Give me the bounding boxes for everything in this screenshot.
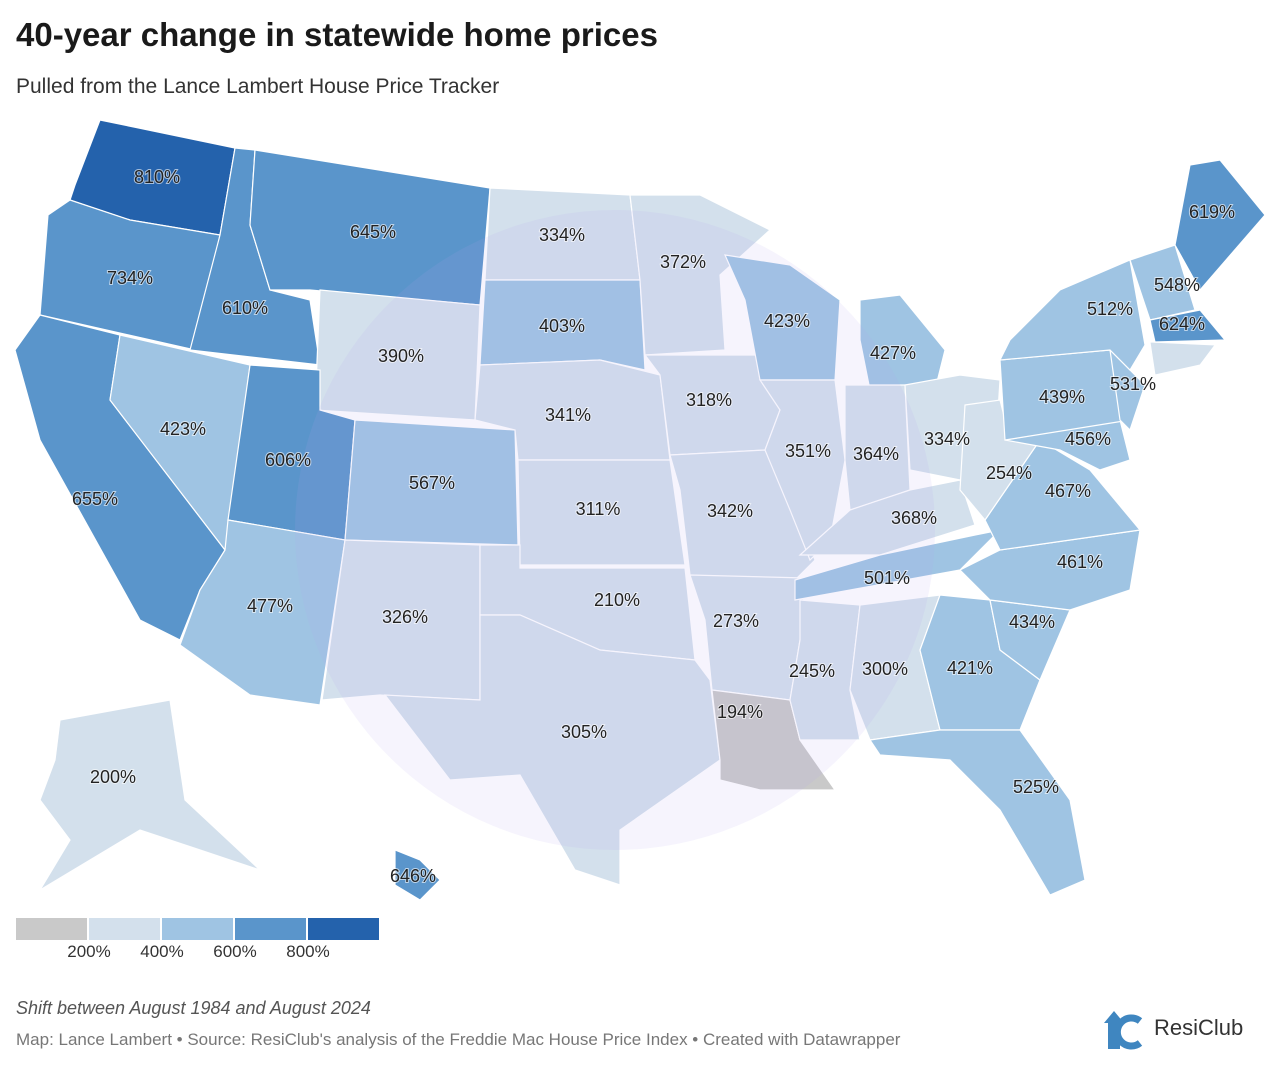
state-label-ky: 368% xyxy=(891,508,937,528)
logo-text: ResiClub xyxy=(1154,1015,1244,1040)
state-nj[interactable] xyxy=(1109,348,1146,432)
legend-swatch-above-800 xyxy=(308,918,379,940)
state-label-or: 734% xyxy=(107,268,153,288)
state-ma[interactable] xyxy=(1149,309,1227,343)
state-label-wv: 254% xyxy=(986,463,1032,483)
state-label-ne: 341% xyxy=(545,405,591,425)
state-label-ak: 200% xyxy=(90,767,136,787)
state-label-ar: 273% xyxy=(713,611,759,631)
state-label-ut: 606% xyxy=(265,450,311,470)
state-label-nm: 326% xyxy=(382,607,428,627)
state-label-tn: 501% xyxy=(864,568,910,588)
legend-swatch-600-800 xyxy=(235,918,306,940)
state-label-az: 477% xyxy=(247,596,293,616)
color-legend xyxy=(16,918,381,940)
state-label-in: 364% xyxy=(853,444,899,464)
state-tx[interactable] xyxy=(383,614,721,886)
state-me[interactable] xyxy=(1174,159,1266,292)
state-mn[interactable] xyxy=(629,194,772,356)
us-choropleth-map: 810% 734% 655% 610% 645% 390% 423% 606% 567% 477%… xyxy=(14,119,1266,901)
state-label-md: 456% xyxy=(1065,429,1111,449)
state-label-al: 300% xyxy=(862,659,908,679)
chart-title: 40-year change in statewide home prices xyxy=(16,16,658,53)
state-label-sc: 434% xyxy=(1009,612,1055,632)
state-label-ca: 655% xyxy=(72,489,118,509)
state-ct-ri xyxy=(1149,341,1216,376)
state-label-ok: 210% xyxy=(594,590,640,610)
state-label-mi: 427% xyxy=(870,343,916,363)
state-label-ga: 421% xyxy=(947,658,993,678)
state-label-ks: 311% xyxy=(576,499,621,519)
state-label-oh: 334% xyxy=(924,429,970,449)
state-label-il: 351% xyxy=(785,441,831,461)
state-label-mt: 645% xyxy=(350,222,396,242)
legend-tick: 600% xyxy=(213,942,257,961)
state-label-ny: 512% xyxy=(1087,299,1133,319)
state-il[interactable] xyxy=(758,379,846,562)
state-label-tx: 305% xyxy=(561,722,607,742)
state-label-ma: 624% xyxy=(1159,314,1205,334)
state-label-co: 567% xyxy=(409,473,455,493)
state-nh[interactable] xyxy=(1129,244,1196,321)
state-label-wa: 810% xyxy=(134,167,180,187)
state-ks[interactable] xyxy=(517,459,686,566)
resiclub-logo: ResiClub xyxy=(1100,1005,1243,1051)
state-label-ia: 318% xyxy=(686,390,732,410)
state-label-mo: 342% xyxy=(707,501,753,521)
state-label-me: 619% xyxy=(1189,202,1235,222)
legend-tick: 400% xyxy=(140,942,184,961)
state-label-nd: 334% xyxy=(539,225,585,245)
state-ak[interactable] xyxy=(39,699,261,891)
state-label-nv: 423% xyxy=(160,419,206,439)
legend-swatch-400-600 xyxy=(162,918,233,940)
source-credit: Map: Lance Lambert • Source: ResiClub's … xyxy=(16,1030,901,1049)
state-label-id: 610% xyxy=(222,298,268,318)
state-label-sd: 403% xyxy=(539,316,585,336)
state-sd[interactable] xyxy=(479,279,646,371)
chart-subtitle: Pulled from the Lance Lambert House Pric… xyxy=(16,75,500,98)
state-label-la: 194% xyxy=(717,702,763,722)
state-label-fl: 525% xyxy=(1013,777,1059,797)
state-label-va: 467% xyxy=(1045,481,1091,501)
state-label-nj: 531% xyxy=(1110,374,1156,394)
state-fl[interactable] xyxy=(868,729,1086,896)
state-label-nc: 461% xyxy=(1057,552,1103,572)
state-label-wy: 390% xyxy=(378,346,424,366)
legend-swatch-below-200 xyxy=(16,918,87,940)
state-label-ms: 245% xyxy=(789,661,835,681)
state-label-nh: 548% xyxy=(1154,275,1200,295)
state-label-pa: 439% xyxy=(1039,387,1085,407)
legend-tick: 200% xyxy=(67,942,111,961)
legend-swatch-200-400 xyxy=(89,918,160,940)
state-ny[interactable] xyxy=(998,259,1146,371)
state-label-mn: 372% xyxy=(660,252,706,272)
state-hi[interactable] xyxy=(394,849,441,901)
house-arrow-icon xyxy=(1104,1011,1143,1050)
state-label-hi: 646% xyxy=(390,866,436,886)
watermark xyxy=(295,210,935,850)
date-range-note: Shift between August 1984 and August 202… xyxy=(16,998,371,1018)
state-label-wi: 423% xyxy=(764,311,810,331)
legend-tick: 800% xyxy=(286,942,330,961)
